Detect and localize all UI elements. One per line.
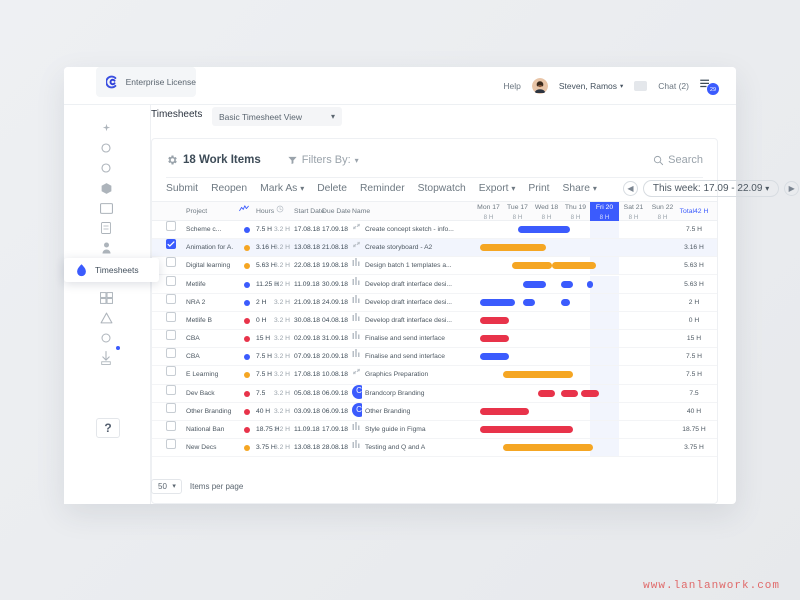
svg-text:29: 29 <box>710 87 716 93</box>
